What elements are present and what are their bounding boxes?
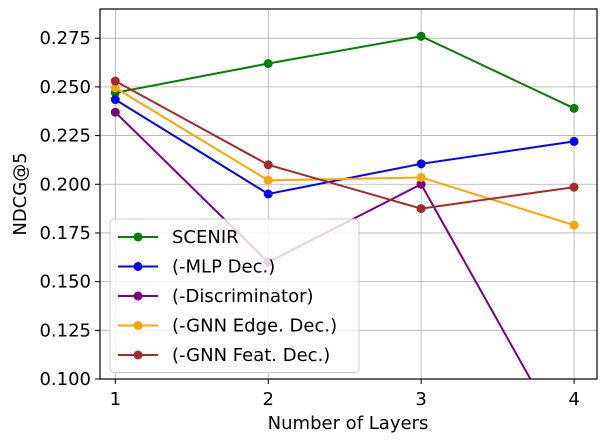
data-point [110, 83, 120, 93]
legend-marker [133, 262, 143, 271]
data-point [110, 76, 120, 86]
legend-marker [133, 291, 143, 301]
y-tick-label: 0.125 [39, 320, 91, 341]
legend-label: (-Discriminator) [172, 286, 314, 307]
legend-label: (-GNN Feat. Dec.) [172, 345, 330, 366]
x-tick-label: 2 [262, 389, 273, 410]
legend-box [109, 218, 360, 373]
data-point [110, 95, 120, 105]
plot-frame [99, 8, 598, 380]
data-point [416, 159, 426, 169]
y-tick-label: 0.225 [39, 126, 91, 147]
x-tick-label: 3 [415, 389, 426, 410]
data-point [569, 103, 579, 113]
x-tick-label: 1 [110, 389, 121, 410]
data-point [263, 189, 273, 199]
data-point [263, 175, 273, 185]
legend-marker [133, 321, 143, 330]
data-point [263, 59, 273, 69]
y-tick-label: 0.275 [39, 28, 91, 49]
series-lines [110, 31, 579, 379]
data-point [416, 179, 426, 189]
axis-ticks: 1 2 3 4 0.100 0.125 0.150 0.175 0.200 0.225 0.250 0… [39, 28, 579, 410]
data-point [416, 172, 426, 182]
y-tick-label: 0.175 [39, 223, 91, 244]
legend-marker [133, 350, 143, 360]
legend-label: (-GNN Edge. Dec.) [172, 316, 337, 337]
x-tick-label: 4 [568, 389, 579, 410]
y-axis-title: NDCG@5 [10, 152, 31, 235]
legend-label: (-MLP Dec.) [172, 257, 275, 278]
series-line [115, 35, 575, 110]
legend-marker [133, 232, 143, 242]
data-point [416, 31, 426, 41]
data-point [569, 220, 579, 230]
y-tick-label: 0.200 [39, 174, 91, 195]
data-point [569, 182, 579, 192]
legend-label: SCENIR [172, 227, 239, 248]
y-tick-label: 0.250 [39, 77, 91, 98]
x-axis-title: Number of Layers [268, 413, 429, 434]
data-point [263, 160, 273, 170]
data-point [569, 136, 579, 146]
series-line [114, 80, 575, 210]
series-line [114, 87, 575, 227]
legend: SCENIR (-MLP Dec.) (-Discriminator) (-GNN E… [109, 218, 360, 373]
data-point [110, 107, 120, 117]
data-point [416, 204, 426, 214]
y-tick-label: 0.150 [39, 272, 91, 293]
y-tick-label: 0.100 [39, 369, 91, 390]
